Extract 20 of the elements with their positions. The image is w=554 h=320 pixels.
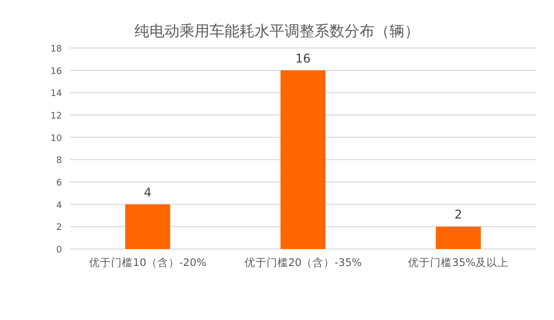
chart-title: 纯电动乘用车能耗水平调整系数分布（辆） <box>134 22 420 40</box>
y-tick-label: 10 <box>50 134 62 144</box>
y-tick-label: 2 <box>56 223 62 234</box>
bar <box>125 204 170 249</box>
y-tick-label: 0 <box>56 246 62 256</box>
x-tick-label: 优于门槛10（含）-20% <box>88 256 206 269</box>
x-tick-label: 优于门槛35%及以上 <box>408 256 509 269</box>
data-label: 16 <box>295 51 311 66</box>
bar <box>436 226 481 249</box>
y-tick-label: 12 <box>50 112 62 122</box>
y-tick-label: 6 <box>56 178 62 188</box>
y-tick-label: 8 <box>56 156 62 166</box>
bar <box>280 70 326 249</box>
y-tick-label: 4 <box>56 200 62 211</box>
y-tick-label: 16 <box>50 66 62 77</box>
data-label: 2 <box>454 208 462 222</box>
y-tick-label: 18 <box>50 44 62 54</box>
data-label: 4 <box>144 185 152 200</box>
x-tick-label: 优于门槛20（含）-35% <box>244 256 362 269</box>
y-tick-label: 14 <box>50 89 62 100</box>
